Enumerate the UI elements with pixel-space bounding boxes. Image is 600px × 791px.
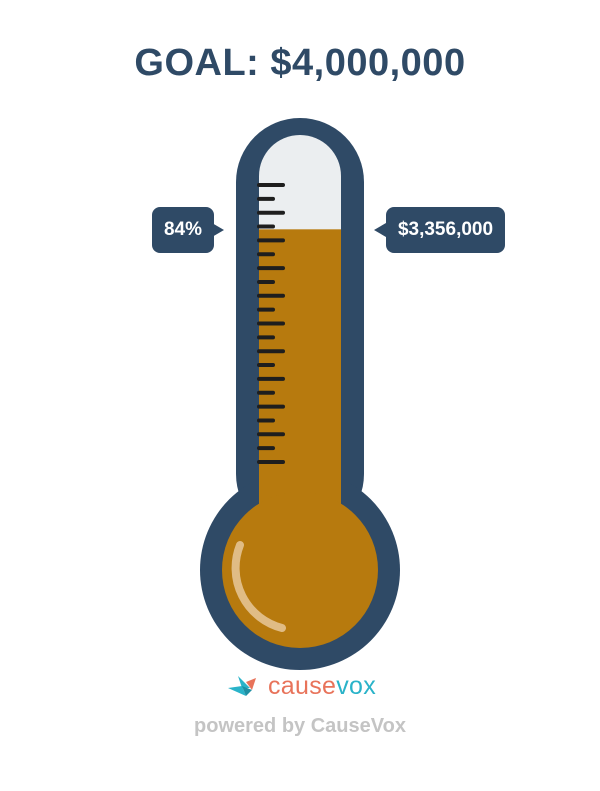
amount-bubble: $3,356,000 bbox=[374, 207, 505, 253]
logo-text-cause: cause bbox=[268, 672, 337, 700]
scale-ticks bbox=[257, 183, 285, 464]
bird-icon bbox=[228, 675, 256, 696]
percent-bubble: 84% bbox=[152, 207, 224, 253]
bulb-fill bbox=[222, 492, 378, 648]
bulb-highlight bbox=[231, 541, 286, 632]
goal-title: GOAL: $4,000,000 bbox=[134, 42, 466, 84]
logo-text-vox: vox bbox=[336, 672, 377, 700]
powered-by-text: powered by CauseVox bbox=[194, 715, 406, 737]
causevox-logo[interactable]: causevox bbox=[228, 672, 376, 701]
